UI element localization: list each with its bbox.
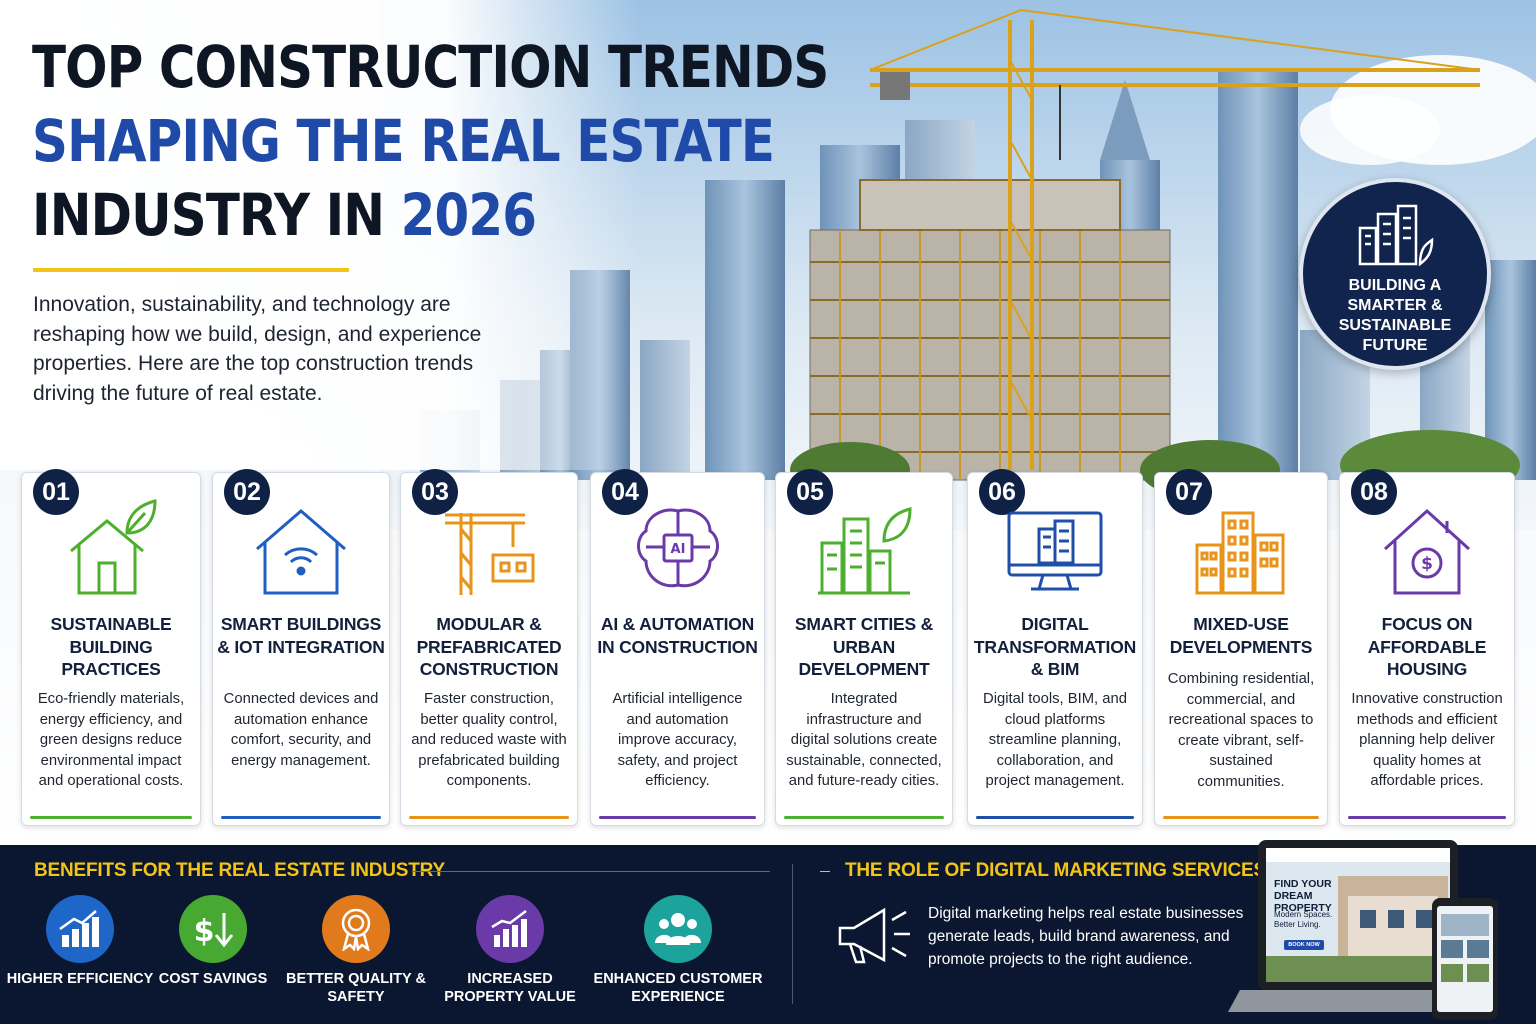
marketing-text: Digital marketing helps real estate busi… [928,905,1244,968]
rising-bar-chart-icon [59,910,99,947]
title-line-3: INDUSTRY IN 2026 [32,178,737,252]
trend-title: SMART CITIES & URBAN DEVELOPMENT [794,614,934,679]
dollar-down-arrow-icon: $ [194,913,234,949]
trend-number: 08 [1351,469,1397,515]
trend-number: 07 [1166,469,1212,515]
quality-medal-icon [341,908,371,951]
trend-card-5: 05 SMART CITIES & URBAN DEVELOPMENT Inte… [775,469,953,826]
trend-color-bar [1348,816,1506,819]
city-leaf-icon [1358,204,1434,266]
trend-number: 03 [412,469,458,515]
trend-card-2: 02 SMART BUILDINGS & IOT INTEGRATION Con… [212,469,390,826]
green-city-icon [818,507,912,595]
title-line-3-prefix: INDUSTRY IN [32,181,401,249]
page-title: TOP CONSTRUCTION TRENDS SHAPING THE REAL… [32,30,852,252]
trend-title: SUSTAINABLE BUILDING PRACTICES [50,614,172,679]
trend-title: DIGITAL TRANSFORMATION & BIM [973,614,1137,679]
trend-color-bar [1163,816,1319,819]
title-year: 2026 [400,181,537,249]
benefit-quality-safety: BETTER QUALITY & SAFETY [276,895,436,1006]
svg-text:AI: AI [670,542,685,557]
house-dollar-icon: $ [1383,508,1471,595]
title-underline [33,268,349,272]
trend-number: 06 [979,469,1025,515]
trend-color-bar [30,816,192,819]
trend-number: 02 [224,469,270,515]
badge-text: BUILDING A SMARTER & SUSTAINABLE FUTURE [1338,277,1452,354]
trend-description: Artificial intelligence and automation i… [612,691,743,790]
intro-text: Innovation, sustainability, and technolo… [33,293,482,405]
benefits-heading: BENEFITS FOR THE REAL ESTATE INDUSTRY [34,860,445,881]
trend-color-bar [221,816,381,819]
benefit-label: COST SAVINGS [158,971,268,987]
band-divider [792,864,793,1004]
benefit-cost-savings: $ COST SAVINGS [133,895,293,988]
svg-text:$: $ [194,914,215,949]
trend-description: Digital tools, BIM, and cloud platforms … [983,691,1127,790]
trend-title: FOCUS ON AFFORDABLE HOUSING [1367,614,1487,679]
trend-card-1: 01 SUSTAINABLE BUILDING PRACTICES Eco-fr… [21,469,201,826]
trend-card-4: 04 AI AI & AUTOMATION IN CONSTRUCTION Ar… [590,469,765,826]
trend-card-7: 07 MIXED-USE DEVELOPMENTS Combining resi… [1154,469,1328,826]
trend-title: SMART BUILDINGS & IOT INTEGRATION [217,614,385,657]
ai-brain-icon: AI [636,508,719,588]
benefit-label: HIGHER EFFICIENCY [6,971,154,987]
laptop-phone-mockup: FIND YOUR DREAM PROPERTY Modern Spaces. … [1188,836,1500,1022]
svg-text:$: $ [1421,554,1433,574]
trend-title: AI & AUTOMATION IN CONSTRUCTION [597,614,758,657]
benefits-heading-rule [412,871,770,872]
trend-description: Eco-friendly materials, energy efficienc… [37,691,185,790]
trend-card-3: 03 MODULAR & PREFABRICATED CONSTRUCTION … [400,469,578,826]
benefit-label: ENHANCED CUSTOMER EXPERIENCE [593,971,763,1005]
benefit-higher-efficiency: HIGHER EFFICIENCY [0,895,160,988]
trend-number: 01 [33,469,79,515]
mixed-use-buildings-icon [1195,511,1285,595]
green-house-leaf-icon [70,499,157,595]
trend-description: Faster construction, better quality cont… [411,691,567,790]
hero-section: TOP CONSTRUCTION TRENDS SHAPING THE REAL… [0,0,1536,845]
trend-description: Integrated infrastructure and digital so… [786,691,942,790]
laptop-headline: FIND YOUR DREAM PROPERTY [1274,878,1332,914]
trend-color-bar [409,816,569,819]
trend-color-bar [784,816,944,819]
benefit-customer-experience: ENHANCED CUSTOMER EXPERIENCE [592,895,764,1006]
trend-number: 05 [787,469,833,515]
trend-number: 04 [602,469,648,515]
megaphone-icon [838,907,910,964]
trend-card-6: 06 DIGITAL TRANSFORMATION & BIM Digital … [967,469,1143,826]
trend-card-8: 08 $ FOCUS ON AFFORDABLE HOUSING Innovat… [1339,469,1515,826]
smart-home-wifi-icon [256,509,346,595]
trend-description: Connected devices and automation enhance… [223,691,379,769]
trend-description: Innovative construction methods and effi… [1351,691,1503,790]
trend-description: Combining residential, commercial, and r… [1167,671,1315,790]
people-group-icon [655,913,701,945]
benefit-label: INCREASED PROPERTY VALUE [444,971,576,1005]
trend-title: MODULAR & PREFABRICATED CONSTRUCTION [416,614,562,679]
book-now-button[interactable]: BOOK NOW [1288,942,1320,948]
hero-fade-overlay [0,0,640,470]
monitor-building-icon [1007,511,1103,591]
growth-chart-icon [491,910,527,947]
crane-module-icon [445,513,535,595]
trend-color-bar [976,816,1134,819]
trend-color-bar [599,816,756,819]
laptop-illustration [1228,840,1498,1020]
benefit-label: BETTER QUALITY & SAFETY [286,971,426,1005]
trend-title: MIXED-USE DEVELOPMENTS [1169,614,1313,657]
benefit-property-value: INCREASED PROPERTY VALUE [430,895,590,1006]
marketing-heading: THE ROLE OF DIGITAL MARKETING SERVICES [845,860,1266,881]
future-badge: BUILDING A SMARTER & SUSTAINABLE FUTURE [1299,178,1491,370]
title-line-2: SHAPING THE REAL ESTATE [32,107,775,175]
laptop-subtext: Modern Spaces. Better Living. [1274,910,1333,929]
marketing-heading-dash [820,871,830,872]
title-line-1: TOP CONSTRUCTION TRENDS [32,33,829,101]
